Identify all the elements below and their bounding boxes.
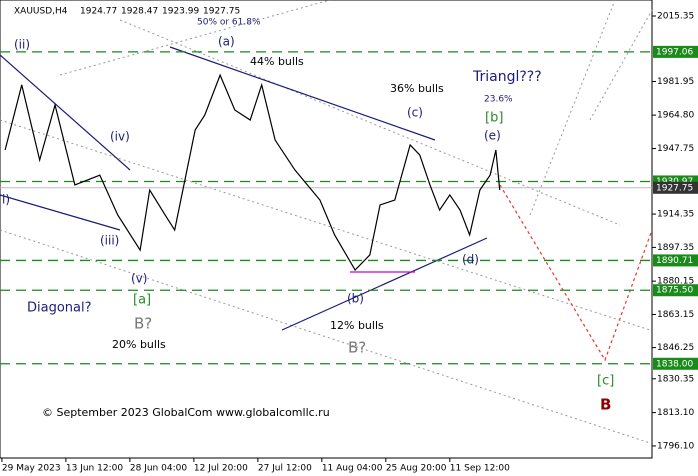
annotation: (iv) [110,130,130,144]
annotation: B? [134,315,152,333]
y-tick-label: 1830.35 [657,374,694,384]
header-ohlc: 1924.77 [80,7,117,17]
annotation: [a] [133,293,151,308]
plot-frame [0,0,653,459]
annotation: [c] [597,374,614,389]
level-label: 1875.50 [656,286,693,296]
annotation: (a) [218,35,235,49]
y-tick-label: 2015.35 [657,12,694,22]
annotation: (c) [407,106,423,120]
level-label: 1890.71 [656,256,693,266]
annotation: 50% or 61.8% [197,18,261,28]
annotation: © September 2023 GlobalCom www.globalcom… [42,406,330,419]
x-tick-label: 13 Jun 12:00 [66,464,123,474]
level-label: 1838.00 [656,359,693,369]
annotation: 44% bulls [250,55,304,68]
header-symbol: XAUUSD,H4 [14,7,68,17]
y-tick-label: 1981.95 [657,77,694,87]
level-box [653,284,698,297]
level-box [653,45,698,58]
y-tick-label: 1813.10 [657,408,694,418]
level-label: 1997.06 [656,47,693,57]
wave-lines [0,46,488,331]
annotation: B? [348,339,366,357]
annotation: Triangl??? [472,69,542,85]
annotation: (iii) [100,234,119,248]
annotation: B [600,396,611,414]
header-ohlc: 1923.99 [162,7,199,17]
x-tick-label: 29 May 2023 [2,464,61,474]
forecast-path [499,184,653,362]
price-label: 1927.75 [656,183,693,193]
y-tick-label: 1863.15 [657,310,694,320]
x-tick-label: 27 Jul 12:00 [258,464,312,474]
annotation: (v) [131,272,147,286]
x-tick-label: 25 Aug 20:00 [386,464,447,474]
annotation: 23.6% [484,95,513,105]
channel-lines [0,0,653,444]
annotation: 12% bulls [330,319,384,332]
annotation: i) [2,193,10,207]
header-ohlc: 1927.75 [203,7,240,17]
level-box [653,357,698,370]
annotation: 36% bulls [390,82,444,95]
x-tick-label: 11 Sep 12:00 [450,464,510,474]
x-tick-label: 11 Aug 04:00 [322,464,383,474]
annotation: [b] [485,111,503,126]
y-tick-label: 1897.35 [657,243,694,253]
y-tick-label: 1964.80 [657,111,694,121]
annotation: Diagonal? [27,301,92,316]
annotation: (ii) [14,38,30,52]
annotation: (d) [462,253,479,267]
y-tick-label: 1914.35 [657,210,694,220]
x-tick-label: 28 Jun 04:00 [130,464,187,474]
price-box [653,181,698,194]
annotation: (e) [484,129,501,143]
y-tick-label: 1947.75 [657,144,694,154]
y-tick-label: 1846.25 [657,343,694,353]
price-series [4,73,501,272]
x-tick-label: 12 Jul 20:00 [194,464,248,474]
annotation: (b) [347,292,364,306]
y-tick-label: 1880.15 [657,277,694,287]
y-tick-label: 1796.10 [657,441,694,451]
annotation: 20% bulls [112,338,166,351]
header-ohlc: 1928.47 [121,7,158,17]
level-box [653,254,698,267]
